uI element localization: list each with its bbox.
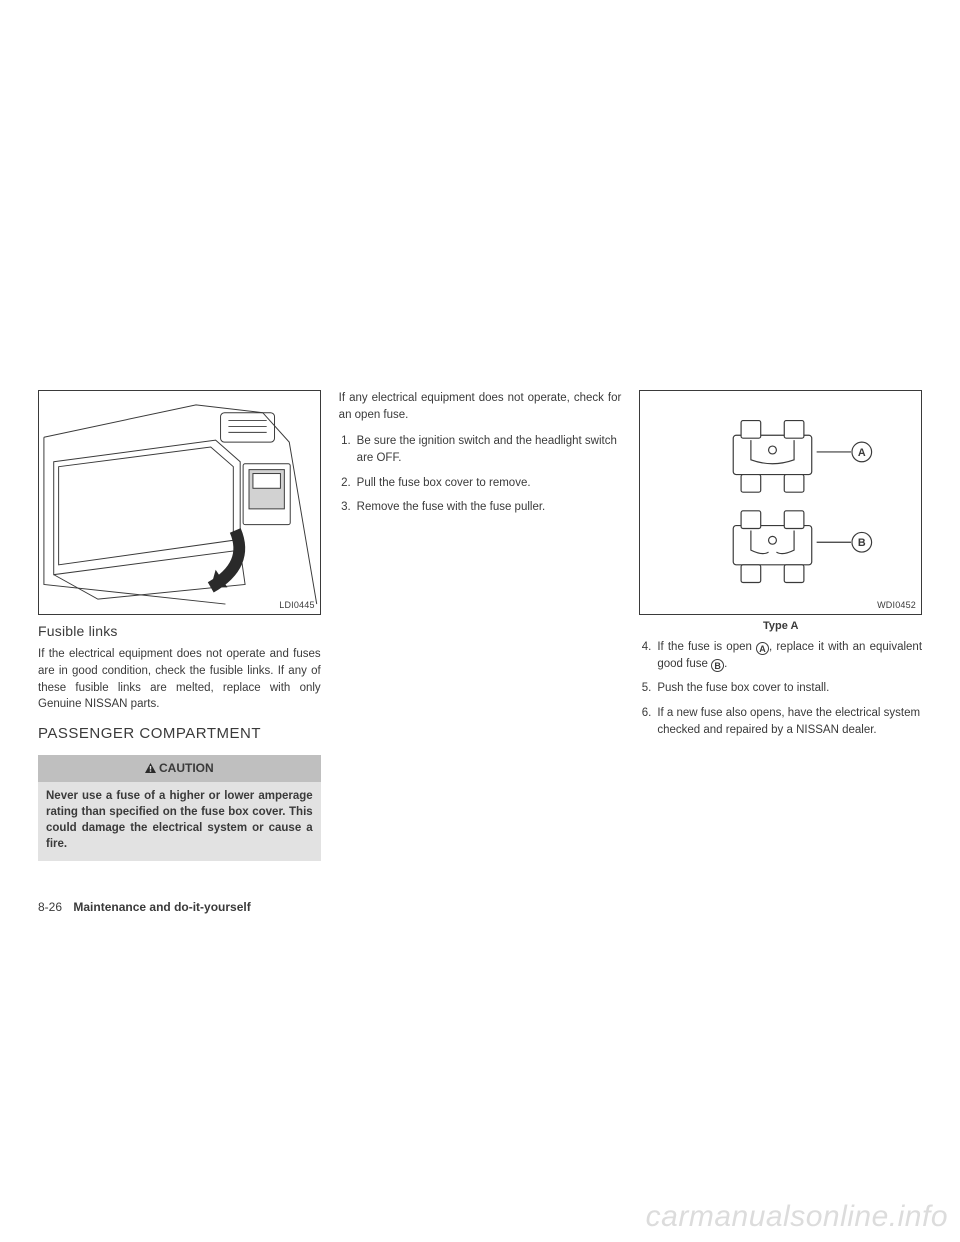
svg-text:A: A	[858, 447, 866, 459]
step-text: Be sure the ignition switch and the head…	[357, 433, 622, 466]
step-text: Pull the fuse box cover to remove.	[357, 475, 622, 492]
column-3: A B WDI04	[639, 390, 922, 920]
step-num: 6.	[639, 705, 657, 738]
section-name: Maintenance and do-it-yourself	[73, 900, 250, 914]
step-num: 1.	[339, 433, 357, 466]
step-num: 4.	[639, 639, 657, 672]
figure-fuses: A B WDI04	[639, 390, 922, 615]
step4-post: .	[724, 658, 727, 670]
step-2: 2.Pull the fuse box cover to remove.	[339, 475, 622, 492]
para-intro: If any electrical equipment does not ope…	[339, 390, 622, 423]
fuse-illustration: A B	[640, 391, 921, 614]
page-content: LDI0445 Fusible links If the electrical …	[38, 390, 922, 920]
step-text: If a new fuse also opens, have the elect…	[657, 705, 922, 738]
step-num: 5.	[639, 680, 657, 697]
circled-A: A	[756, 642, 769, 655]
step-text: Push the fuse box cover to install.	[657, 680, 922, 697]
steps-list-1: 1.Be sure the ignition switch and the he…	[339, 433, 622, 516]
watermark: carmanualsonline.info	[646, 1200, 948, 1234]
section-heading-passenger: PASSENGER COMPARTMENT	[38, 723, 321, 745]
step-num: 3.	[339, 499, 357, 516]
page-footer: 8-26 Maintenance and do-it-yourself	[38, 900, 251, 914]
step-text: If the fuse is open A, replace it with a…	[657, 639, 922, 672]
subheading-fusible-links: Fusible links	[38, 621, 321, 641]
step-6: 6.If a new fuse also opens, have the ele…	[639, 705, 922, 738]
caution-label: CAUTION	[159, 761, 214, 775]
column-2: If any electrical equipment does not ope…	[339, 390, 622, 920]
steps-list-2: 4. If the fuse is open A, replace it wit…	[639, 639, 922, 738]
glovebox-illustration	[39, 391, 320, 614]
step-num: 2.	[339, 475, 357, 492]
svg-text:B: B	[858, 537, 866, 549]
step-text: Remove the fuse with the fuse puller.	[357, 499, 622, 516]
figure-glovebox: LDI0445	[38, 390, 321, 615]
figure-label: LDI0445	[279, 599, 314, 612]
page-number: 8-26	[38, 900, 62, 914]
para-fusible-links: If the electrical equipment does not ope…	[38, 646, 321, 713]
caution-box: CAUTION Never use a fuse of a higher or …	[38, 755, 321, 861]
step-4: 4. If the fuse is open A, replace it wit…	[639, 639, 922, 672]
column-1: LDI0445 Fusible links If the electrical …	[38, 390, 321, 920]
step-3: 3.Remove the fuse with the fuse puller.	[339, 499, 622, 516]
caution-body: Never use a fuse of a higher or lower am…	[38, 782, 321, 860]
step-5: 5.Push the fuse box cover to install.	[639, 680, 922, 697]
step4-pre: If the fuse is open	[657, 641, 756, 653]
figure-label: WDI0452	[877, 599, 916, 612]
type-caption: Type A	[639, 619, 922, 635]
step-1: 1.Be sure the ignition switch and the he…	[339, 433, 622, 466]
caution-header: CAUTION	[38, 755, 321, 782]
circled-B: B	[711, 659, 724, 672]
warning-icon	[145, 763, 156, 773]
